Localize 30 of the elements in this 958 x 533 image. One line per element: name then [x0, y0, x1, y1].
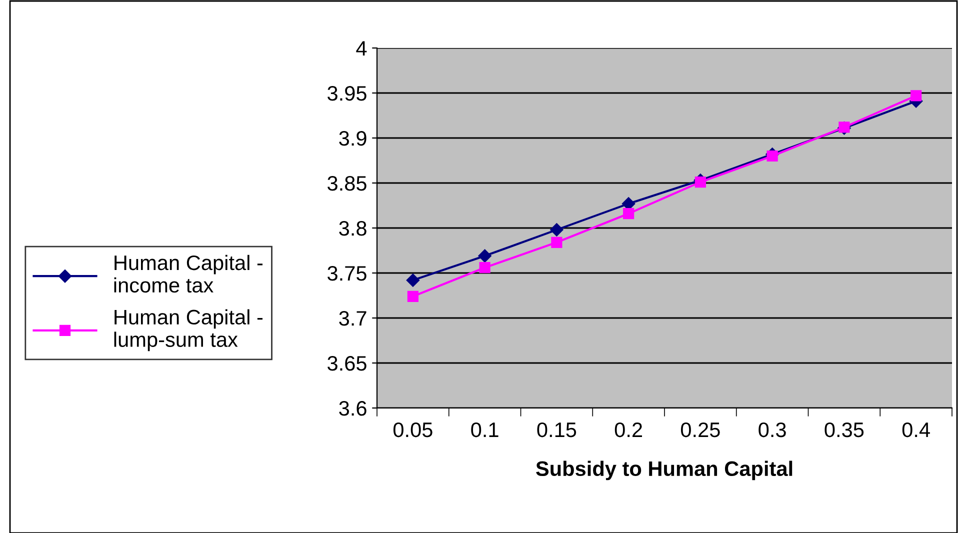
point: [766, 150, 778, 162]
x-axis-title: Subsidy to Human Capital: [536, 460, 792, 480]
x-tick-label: 0.2: [614, 422, 642, 438]
y-tick-label: 4: [356, 41, 367, 56]
y-tick-label: 3.6: [339, 401, 366, 416]
y-tick-label: 3.7: [339, 311, 366, 326]
y-tick-label: 3.85: [328, 176, 366, 191]
point: [551, 236, 562, 248]
legend-label: Human Capital - lump-sum tax: [114, 309, 263, 352]
point: [478, 249, 492, 262]
x-tick-label: 0.3: [758, 422, 786, 438]
y-tick-label: 3.75: [328, 266, 366, 281]
x-tick-label: 0.4: [902, 422, 930, 438]
point: [407, 290, 418, 302]
y-tick-label: 3.95: [328, 86, 366, 101]
point: [694, 176, 706, 188]
x-tick-label: 0.1: [471, 422, 498, 438]
y-tick-label: 3.65: [328, 356, 366, 371]
x-tick-label: 0.05: [393, 422, 432, 438]
x-tick-label: 0.25: [680, 422, 720, 438]
x-tick-label: 0.35: [824, 422, 864, 438]
point: [910, 90, 922, 102]
point: [623, 208, 634, 220]
point: [406, 274, 420, 287]
point: [479, 262, 490, 274]
point: [550, 223, 564, 236]
y-tick-label: 3.9: [339, 131, 366, 146]
y-tick-label: 3.8: [339, 221, 366, 236]
x-tick-label: 0.15: [537, 422, 576, 438]
legend-label: Human Capital - income tax: [114, 254, 263, 293]
